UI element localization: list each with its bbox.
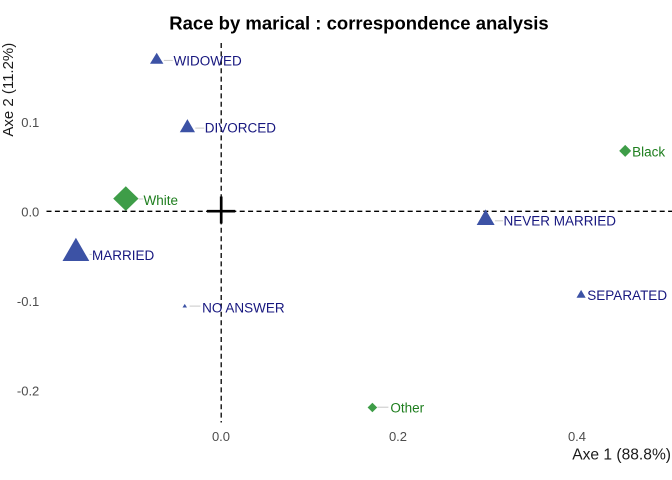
svg-text:0.2: 0.2 [389, 429, 407, 444]
svg-text:-0.2: -0.2 [17, 383, 39, 398]
svg-text:White: White [144, 193, 179, 208]
svg-text:Black: Black [632, 144, 665, 159]
svg-text:Race by marical : corresponden: Race by marical : correspondence analysi… [169, 13, 548, 34]
svg-text:Axe 2 (11.2%): Axe 2 (11.2%) [0, 43, 17, 137]
svg-text:Other: Other [390, 401, 424, 416]
svg-text:WIDOWED: WIDOWED [174, 53, 242, 68]
svg-text:DIVORCED: DIVORCED [205, 121, 277, 136]
svg-text:0.0: 0.0 [21, 205, 39, 220]
svg-text:-0.1: -0.1 [17, 294, 39, 309]
svg-text:0.0: 0.0 [212, 429, 230, 444]
svg-text:Axe 1 (88.8%): Axe 1 (88.8%) [572, 447, 671, 464]
svg-text:NEVER MARRIED: NEVER MARRIED [504, 214, 617, 229]
svg-text:0.4: 0.4 [568, 429, 586, 444]
svg-text:MARRIED: MARRIED [92, 248, 155, 263]
svg-text:SEPARATED: SEPARATED [587, 288, 667, 303]
svg-text:NO ANSWER: NO ANSWER [202, 300, 285, 315]
svg-text:0.1: 0.1 [21, 115, 39, 130]
